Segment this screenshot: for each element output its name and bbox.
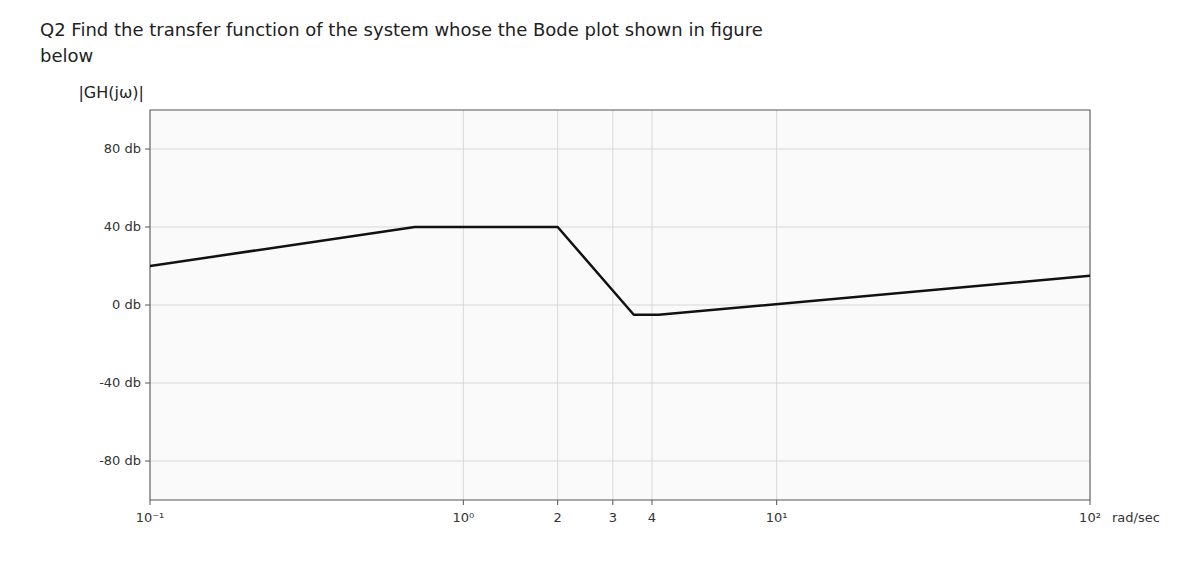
- x-grid-line: [463, 110, 464, 500]
- grid: [150, 110, 1090, 500]
- x-tick-label: 10⁰: [452, 510, 474, 525]
- x-tick-label: 4: [648, 510, 656, 525]
- data-group: [150, 227, 1090, 315]
- x-tick: [612, 500, 613, 505]
- x-tick-label: 10⁻¹: [136, 510, 165, 525]
- x-tick: [150, 500, 151, 505]
- y-tick: [145, 149, 150, 150]
- x-tick: [651, 500, 652, 505]
- y-tick: [145, 383, 150, 384]
- y-tick: [145, 305, 150, 306]
- x-axis-label: rad/sec: [1112, 510, 1160, 525]
- axes: 80 db 40 db 0 db -40 db -80 db 10⁻¹ 10⁰ 2 3 4 10¹ 1…: [99, 110, 1160, 525]
- x-tick: [776, 500, 777, 505]
- subtitle: below: [40, 45, 93, 66]
- title: Q2 Find the transfer function of the sys…: [40, 19, 763, 40]
- y-tick-label: 40 db: [104, 219, 141, 234]
- y-tick: [145, 461, 150, 462]
- chart-container: Q2 Find the transfer function of the sys…: [0, 0, 1200, 562]
- bode-line: [150, 227, 1090, 315]
- y-grid-line: [150, 461, 1090, 462]
- y-grid-line: [150, 383, 1090, 384]
- plot-frame: [150, 110, 1090, 500]
- x-tick-label: 10¹: [766, 510, 788, 525]
- chart-svg: Q2 Find the transfer function of the sys…: [0, 0, 1200, 562]
- y-tick: [145, 227, 150, 228]
- y-tick-label: 0 db: [112, 297, 141, 312]
- x-grid-line: [651, 110, 652, 500]
- y-grid-line: [150, 305, 1090, 306]
- x-grid-line: [612, 110, 613, 500]
- y-grid-line: [150, 227, 1090, 228]
- y-tick-label: 80 db: [104, 141, 141, 156]
- x-tick: [1090, 500, 1091, 505]
- x-tick: [557, 500, 558, 505]
- x-tick-label: 3: [609, 510, 617, 525]
- x-grid-line: [557, 110, 558, 500]
- y-axis-label: |GH(jω)|: [78, 83, 144, 102]
- y-tick-label: -40 db: [99, 375, 141, 390]
- y-tick-label: -80 db: [99, 453, 141, 468]
- y-grid-line: [150, 149, 1090, 150]
- x-tick: [463, 500, 464, 505]
- x-tick-label: 2: [554, 510, 562, 525]
- x-tick-label: 10²: [1079, 510, 1101, 525]
- plot-background: [150, 110, 1090, 500]
